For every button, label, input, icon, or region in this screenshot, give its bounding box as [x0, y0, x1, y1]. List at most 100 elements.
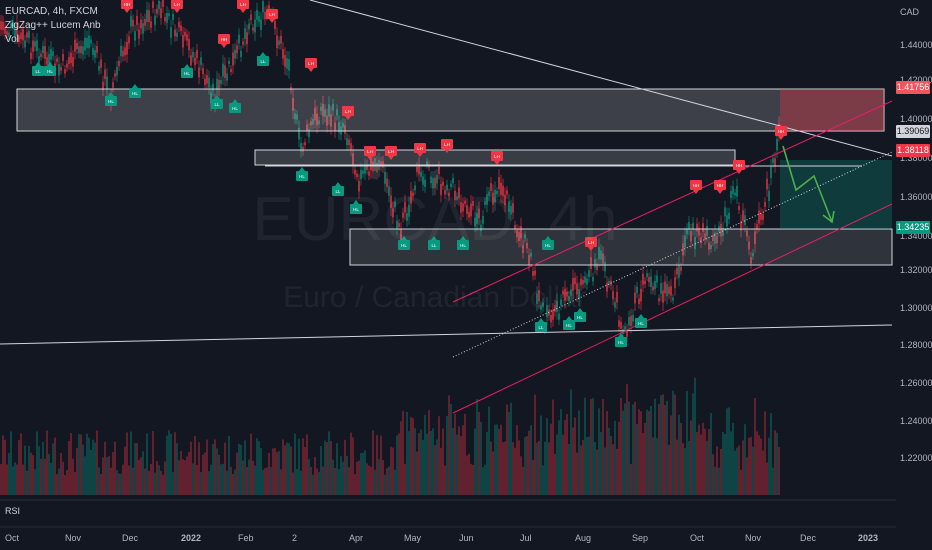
candle-body: [486, 194, 488, 205]
candle-body: [540, 305, 542, 310]
candle-body: [632, 314, 634, 322]
volume-bar: [656, 438, 658, 495]
base-trendline[interactable]: [0, 324, 893, 345]
volume-bar: [516, 425, 518, 495]
candle-body: [82, 46, 84, 55]
candle-body: [70, 52, 72, 64]
volume-bar: [228, 435, 230, 495]
svg-text:LH: LH: [494, 154, 500, 159]
resistance-zone[interactable]: [16, 88, 885, 132]
volume-bar: [180, 451, 182, 495]
volume-bar: [690, 420, 692, 495]
volume-bar: [770, 413, 772, 495]
volume-bar: [676, 439, 678, 495]
volume-bar: [316, 468, 318, 495]
volume-bar: [728, 407, 730, 495]
candle-body: [592, 276, 594, 282]
volume-bar: [776, 432, 778, 495]
candle-body: [472, 201, 474, 206]
target-zone[interactable]: [780, 160, 892, 229]
volume-bar: [82, 444, 84, 495]
candle-body: [434, 177, 436, 188]
volume-bar: [686, 391, 688, 495]
svg-text:HL: HL: [545, 243, 551, 248]
volume-bar: [362, 452, 364, 495]
candle-body: [636, 286, 638, 293]
volume-bar: [632, 404, 634, 495]
candle-body: [454, 190, 456, 201]
volume-bar: [422, 439, 424, 495]
price-axis[interactable]: CAD 1.44000 1.42000 1.40000 1.38000 1.36000 1…: [900, 7, 932, 463]
time-tick: Dec: [800, 533, 817, 543]
candle-body: [600, 250, 602, 260]
volume-bar: [260, 448, 262, 495]
volume-bar: [774, 430, 776, 495]
candle-body: [218, 79, 220, 90]
volume-bar: [382, 460, 384, 495]
reward-zone[interactable]: [780, 89, 884, 131]
candle-body: [402, 212, 404, 218]
volume-bar: [52, 443, 54, 495]
symbol-header[interactable]: EURCAD, 4h, FXCM: [5, 6, 98, 17]
volume-bar: [410, 417, 412, 495]
candle-body: [224, 65, 226, 78]
volume-bar: [584, 397, 586, 495]
svg-text:HH: HH: [778, 129, 785, 134]
candle-body: [744, 215, 746, 226]
candle-body: [634, 292, 636, 304]
candle-body: [730, 191, 732, 199]
volume-bar: [208, 471, 210, 495]
swing-low-label: LL: [535, 318, 547, 332]
channel-lower[interactable]: [452, 203, 893, 414]
candle-body: [376, 162, 378, 173]
volume-bar: [128, 465, 130, 495]
svg-text:LH: LH: [269, 12, 275, 17]
candle-body: [284, 55, 286, 67]
volume-bar: [288, 443, 290, 495]
volume-bar: [414, 428, 416, 495]
volume-bar: [58, 468, 60, 495]
candle-body: [126, 42, 128, 55]
volume-bar: [86, 433, 88, 495]
candle-body: [668, 286, 670, 294]
forecast-arrow[interactable]: [782, 145, 833, 223]
candle-body: [80, 46, 82, 54]
indicator-zigzag[interactable]: ZigZag++ Lucem Anb: [5, 20, 101, 31]
volume-bar: [598, 408, 600, 495]
long-trendline[interactable]: [309, 0, 893, 157]
candle-body: [94, 50, 96, 58]
volume-bar: [158, 465, 160, 495]
time-axis[interactable]: Oct Nov Dec 2022 Feb 2 Apr May Jun Jul Aug Sep Oct No…: [5, 533, 878, 543]
volume-bar: [174, 432, 176, 495]
volume-bar: [220, 464, 222, 495]
candle-body: [56, 58, 58, 62]
volume-bar: [70, 433, 72, 495]
volume-bar: [92, 439, 94, 495]
volume-bar: [66, 470, 68, 495]
volume-bar: [700, 434, 702, 495]
volume-bar: [520, 456, 522, 495]
watermark-description: Euro / Canadian Dollar: [283, 281, 587, 314]
candle-body: [752, 252, 754, 257]
indicator-volume[interactable]: Vol: [5, 34, 19, 45]
channel-upper[interactable]: [452, 100, 893, 303]
candle-body: [74, 39, 76, 52]
volume-bar: [328, 431, 330, 495]
volume-bar: [742, 440, 744, 495]
svg-text:HH: HH: [124, 2, 131, 7]
volume-bar: [658, 404, 660, 495]
candle-body: [580, 278, 582, 286]
volume-bar: [212, 443, 214, 495]
volume-bar: [564, 420, 566, 495]
volume-bar: [148, 471, 150, 495]
volume-bar: [162, 474, 164, 495]
candle-body: [162, 0, 164, 8]
candle-body: [92, 48, 94, 55]
volume-bar: [94, 442, 96, 495]
volume-bar: [146, 433, 148, 495]
candle-body: [240, 50, 242, 57]
candle-body: [44, 46, 46, 59]
volume-bar: [248, 459, 250, 495]
volume-bar: [126, 432, 128, 495]
